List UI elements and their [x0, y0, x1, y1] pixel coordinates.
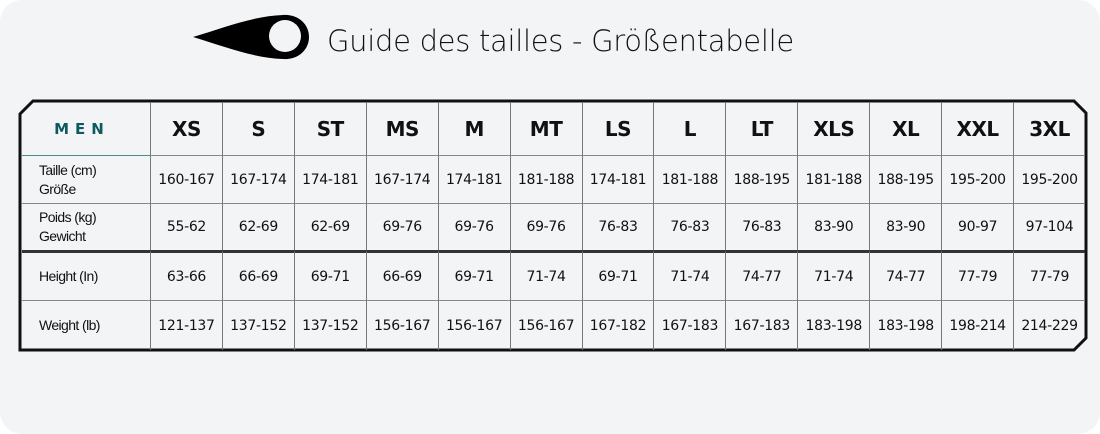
table-cell: 62-69	[293, 203, 366, 250]
table-cell: 214-229	[1013, 300, 1085, 350]
table-cell: 195-200	[1013, 155, 1085, 203]
table-cell: 69-71	[293, 250, 366, 300]
table-cell: 156-167	[437, 300, 510, 350]
table-cell: 137-152	[293, 300, 366, 350]
table-cell: 66-69	[221, 250, 294, 300]
page-title: Guide des tailles - Größentabelle	[327, 24, 794, 58]
row-label-line1: Weight (lb)	[39, 317, 100, 333]
size-header-xls: XLS	[797, 102, 869, 155]
table-cell: 69-71	[437, 250, 510, 300]
table-cell: 66-69	[365, 250, 438, 300]
size-header-ls: LS	[581, 102, 654, 155]
size-header-m: M	[437, 102, 510, 155]
corner-label: MEN	[54, 119, 110, 138]
row-label-line2: Gewicht	[39, 228, 86, 244]
table-cell: 167-183	[653, 300, 726, 350]
table-cell: 76-83	[653, 203, 726, 250]
size-header-st: ST	[293, 102, 366, 155]
size-header-mt: MT	[509, 102, 582, 155]
row-label: Poids (kg) Gewicht	[22, 203, 150, 250]
table-cell: 121-137	[150, 300, 222, 350]
row-label-line1: Taille (cm)	[39, 161, 97, 178]
table-cell: 188-195	[725, 155, 798, 203]
row-label: Height (In)	[22, 250, 150, 300]
table-cell: 83-90	[869, 203, 942, 250]
size-header-xxl: XXL	[941, 102, 1013, 155]
size-header-s: S	[221, 102, 294, 155]
table-cell: 71-74	[509, 250, 582, 300]
table-cell: 76-83	[581, 203, 654, 250]
table-cell: 167-174	[365, 155, 438, 203]
table-cell: 181-188	[797, 155, 870, 203]
table-cell: 167-183	[725, 300, 798, 350]
table-cell: 71-74	[653, 250, 726, 300]
table-cell: 69-76	[509, 203, 582, 250]
table-cell: 83-90	[797, 203, 870, 250]
table-cell: 77-79	[1013, 250, 1085, 300]
size-header-xl: XL	[869, 102, 941, 155]
row-label-line1: Height (In)	[39, 268, 98, 284]
table-cell: 174-181	[581, 155, 654, 203]
row-label-line1: Poids (kg)	[39, 209, 97, 225]
size-header-3xl: 3XL	[1013, 102, 1085, 155]
table-cell: 195-200	[941, 155, 1014, 203]
table-cell: 183-198	[869, 300, 942, 350]
size-header-l: L	[653, 102, 725, 155]
table-cell: 160-167	[150, 155, 222, 203]
table-cell: 174-181	[293, 155, 366, 203]
table-cell: 137-152	[221, 300, 294, 350]
row-label-line2: Größe	[39, 180, 76, 197]
table-cell: 167-182	[581, 300, 654, 350]
brand-logo-icon	[193, 14, 309, 60]
table-cell: 156-167	[509, 300, 582, 350]
table-cell: 55-62	[150, 203, 222, 250]
table-cell: 167-174	[221, 155, 294, 203]
row-label: Weight (lb)	[22, 300, 150, 350]
table-cell: 74-77	[725, 250, 798, 300]
size-header-ms: MS	[365, 102, 438, 155]
table-cell: 74-77	[869, 250, 942, 300]
table-cell: 156-167	[365, 300, 438, 350]
table-cell: 62-69	[221, 203, 294, 250]
table-cell: 183-198	[797, 300, 870, 350]
table-cell: 71-74	[797, 250, 870, 300]
table-cell: 188-195	[869, 155, 942, 203]
table-cell: 69-76	[365, 203, 438, 250]
table-cell: 76-83	[725, 203, 798, 250]
table-cell: 63-66	[150, 250, 222, 300]
table-cell: 198-214	[941, 300, 1014, 350]
table-cell: 69-71	[581, 250, 654, 300]
table-cell: 181-188	[653, 155, 726, 203]
size-header-xs: XS	[150, 102, 222, 155]
size-header-lt: LT	[725, 102, 797, 155]
table-cell: 69-76	[437, 203, 510, 250]
size-chart-table: MEN XS S ST MS M MT LS L LT XLS XL XXL 3XL Taille (cm)…	[22, 102, 1085, 350]
table-cell: 90-97	[941, 203, 1014, 250]
row-label: Taille (cm) Größe	[22, 155, 150, 203]
table-cell: 97-104	[1013, 203, 1085, 250]
table-cell: 77-79	[941, 250, 1014, 300]
table-cell: 181-188	[509, 155, 582, 203]
table-cell: 174-181	[437, 155, 510, 203]
